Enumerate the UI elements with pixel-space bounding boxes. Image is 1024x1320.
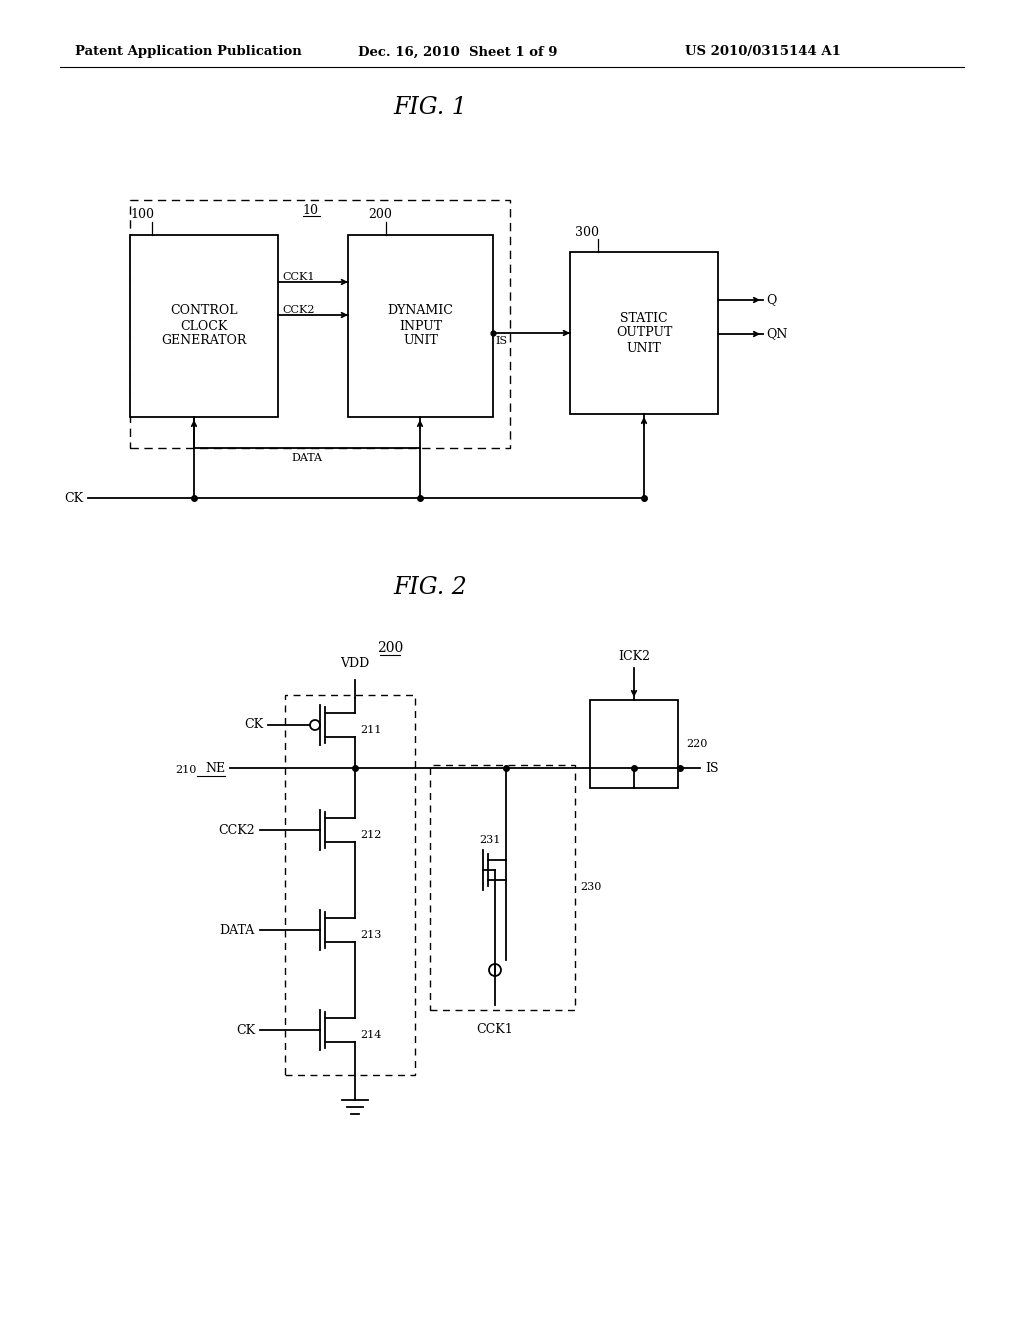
- Text: 213: 213: [360, 931, 381, 940]
- Text: 200: 200: [377, 642, 403, 655]
- Text: 231: 231: [479, 836, 501, 845]
- Text: DYNAMIC
INPUT
UNIT: DYNAMIC INPUT UNIT: [387, 305, 454, 347]
- Bar: [570, 252, 718, 414]
- Text: CCK1: CCK1: [476, 1023, 513, 1036]
- Text: 220: 220: [686, 739, 708, 748]
- Text: Q: Q: [766, 293, 776, 306]
- Text: 200: 200: [368, 209, 392, 222]
- Text: ICK2: ICK2: [618, 649, 650, 663]
- Text: US 2010/0315144 A1: US 2010/0315144 A1: [685, 45, 841, 58]
- Bar: [590, 700, 678, 788]
- Text: CCK2: CCK2: [282, 305, 314, 315]
- Text: 214: 214: [360, 1030, 381, 1040]
- Text: Patent Application Publication: Patent Application Publication: [75, 45, 302, 58]
- Text: CK: CK: [244, 718, 263, 731]
- Text: VDD: VDD: [340, 657, 370, 671]
- Text: 212: 212: [360, 830, 381, 840]
- Text: 230: 230: [580, 883, 601, 892]
- Text: STATIC
OUTPUT
UNIT: STATIC OUTPUT UNIT: [615, 312, 672, 355]
- Text: QN: QN: [766, 327, 787, 341]
- Text: IS: IS: [705, 762, 719, 775]
- Text: DATA: DATA: [292, 453, 323, 463]
- Text: 210: 210: [176, 766, 197, 775]
- Bar: [130, 235, 278, 417]
- Bar: [130, 201, 510, 447]
- Bar: [430, 766, 575, 1010]
- Text: 10: 10: [302, 203, 318, 216]
- Bar: [285, 696, 415, 1074]
- Text: Dec. 16, 2010  Sheet 1 of 9: Dec. 16, 2010 Sheet 1 of 9: [358, 45, 557, 58]
- Text: CCK2: CCK2: [218, 824, 255, 837]
- Text: CK: CK: [236, 1023, 255, 1036]
- Text: FIG. 1: FIG. 1: [393, 96, 467, 120]
- Text: NE: NE: [205, 762, 225, 775]
- Text: FIG. 2: FIG. 2: [393, 577, 467, 599]
- Text: 211: 211: [360, 725, 381, 735]
- Text: CCK1: CCK1: [282, 272, 314, 282]
- Text: CK: CK: [63, 491, 83, 504]
- Text: IS: IS: [495, 337, 507, 346]
- Text: DATA: DATA: [220, 924, 255, 936]
- Text: CONTROL
CLOCK
GENERATOR: CONTROL CLOCK GENERATOR: [162, 305, 247, 347]
- Bar: [348, 235, 493, 417]
- Text: 300: 300: [575, 226, 599, 239]
- Text: 100: 100: [130, 209, 154, 222]
